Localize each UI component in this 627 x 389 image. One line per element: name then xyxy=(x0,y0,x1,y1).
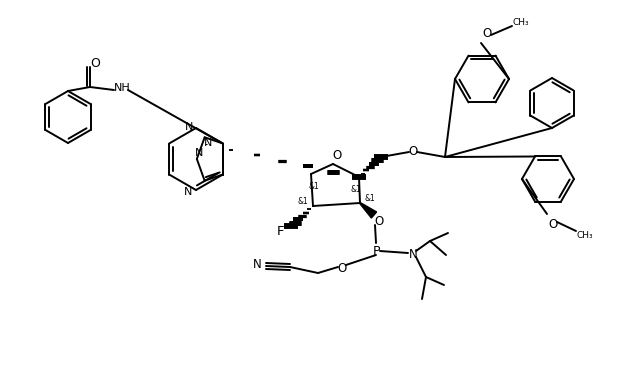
Text: &1: &1 xyxy=(365,193,376,203)
Text: CH₃: CH₃ xyxy=(513,18,529,26)
Text: N: N xyxy=(184,187,192,197)
Text: N: N xyxy=(409,247,418,261)
Text: O: O xyxy=(337,263,347,275)
Text: N: N xyxy=(203,138,212,148)
Text: &1: &1 xyxy=(298,196,308,205)
Text: F: F xyxy=(277,224,285,238)
Text: O: O xyxy=(549,217,557,231)
Text: P: P xyxy=(372,245,380,258)
Text: O: O xyxy=(90,56,100,70)
Text: N: N xyxy=(194,148,203,158)
Text: O: O xyxy=(408,144,418,158)
Text: O: O xyxy=(482,26,492,40)
Text: N: N xyxy=(185,122,193,132)
Text: O: O xyxy=(332,149,342,161)
Text: CH₃: CH₃ xyxy=(577,231,593,240)
Text: NH: NH xyxy=(113,83,130,93)
Text: N: N xyxy=(253,259,261,272)
Text: O: O xyxy=(374,214,384,228)
Polygon shape xyxy=(360,203,377,218)
Text: &1: &1 xyxy=(350,184,361,193)
Text: &1: &1 xyxy=(308,182,319,191)
